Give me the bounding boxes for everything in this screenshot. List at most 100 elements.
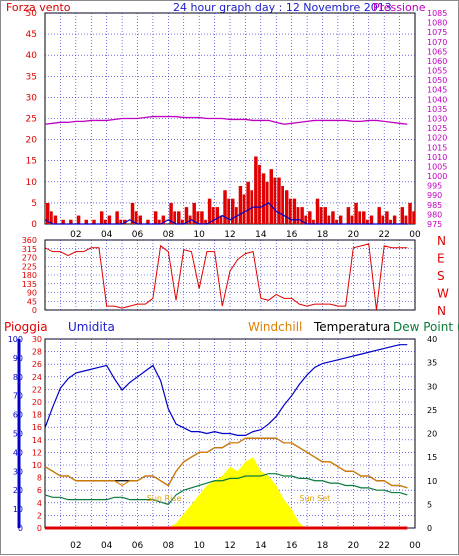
pressure-tick-label: 1015 bbox=[427, 143, 447, 152]
x-tick-label-bottom: 16 bbox=[286, 541, 298, 551]
pressure-tick-label: 1055 bbox=[427, 67, 447, 76]
wind-bar bbox=[412, 211, 416, 224]
pressure-tick-label: 985 bbox=[427, 201, 442, 210]
sunset-label: Sun Set bbox=[299, 494, 330, 503]
wind-bar bbox=[323, 207, 327, 224]
wind-bar bbox=[103, 219, 107, 224]
rain-tick-label: 14 bbox=[32, 436, 42, 445]
wind-bar bbox=[404, 215, 408, 224]
rain-tick-label: 0 bbox=[37, 524, 42, 533]
compass-label: W bbox=[437, 287, 449, 301]
wind-bar bbox=[177, 211, 181, 224]
wind-bar bbox=[377, 207, 381, 224]
wind-bar bbox=[242, 194, 246, 224]
temp-tick-label: 35 bbox=[427, 359, 437, 368]
wind-bar bbox=[153, 211, 158, 224]
rain-tick-label: 26 bbox=[32, 360, 42, 369]
humidity-tick-label: 70 bbox=[13, 392, 23, 401]
rain-label: Pioggia bbox=[4, 320, 48, 334]
pressure-tick-label: 980 bbox=[427, 210, 442, 219]
wind-bar bbox=[107, 215, 112, 224]
wind-bar bbox=[354, 202, 358, 224]
wind-bar bbox=[281, 186, 284, 224]
rain-tick-label: 10 bbox=[32, 461, 42, 470]
x-tick-label-top: 22 bbox=[378, 230, 389, 240]
x-tick-label-top: 12 bbox=[224, 230, 235, 240]
direction-tick-label: 90 bbox=[27, 289, 37, 298]
pressure-tick-label: 1065 bbox=[427, 47, 447, 56]
wind-bar bbox=[331, 211, 335, 224]
pressure-tick-label: 1030 bbox=[427, 115, 447, 124]
temp-tick-label: 10 bbox=[427, 477, 437, 486]
wind-bar bbox=[53, 215, 58, 224]
solar-area bbox=[45, 457, 408, 528]
series-dew-point bbox=[44, 473, 408, 506]
compass-label: E bbox=[437, 252, 445, 266]
wind-bar bbox=[115, 211, 119, 224]
wind-bar bbox=[138, 215, 142, 224]
humidity-tick-label: 10 bbox=[13, 505, 23, 514]
wind-bar bbox=[192, 202, 196, 224]
humidity-tick-label: 50 bbox=[13, 430, 23, 439]
series-umidita bbox=[44, 344, 408, 436]
pressure-tick-label: 990 bbox=[427, 191, 442, 200]
wind-bar bbox=[157, 219, 161, 224]
wind-bar bbox=[392, 215, 397, 224]
humidity-label: Umidita bbox=[68, 320, 115, 334]
direction-tick-label: 135 bbox=[22, 280, 37, 289]
humidity-tick-label: 30 bbox=[13, 467, 23, 476]
wind-tick-label: 0 bbox=[31, 220, 37, 230]
wind-bar bbox=[315, 198, 320, 224]
temp-tick-label: 40 bbox=[427, 335, 437, 344]
wind-bar bbox=[296, 207, 300, 224]
rain-tick-label: 24 bbox=[32, 373, 42, 382]
direction-tick-label: 180 bbox=[22, 271, 37, 280]
pressure-tick-label: 1000 bbox=[427, 172, 447, 181]
temp-tick-label: 0 bbox=[427, 524, 432, 533]
compass-label: N bbox=[437, 304, 446, 318]
x-tick-label-top: 06 bbox=[132, 230, 144, 240]
wind-bar bbox=[284, 190, 289, 224]
wind-bar bbox=[335, 219, 338, 224]
wind-tick-label: 15 bbox=[26, 157, 37, 167]
wind-bar bbox=[181, 219, 184, 224]
wind-bar bbox=[234, 207, 238, 224]
wind-bar bbox=[161, 215, 166, 224]
wind-bar bbox=[277, 177, 281, 224]
wind-bar bbox=[76, 215, 81, 224]
x-tick-label-top: 10 bbox=[193, 230, 205, 240]
humidity-tick-label: 60 bbox=[13, 411, 23, 420]
x-tick-label-bottom: 12 bbox=[224, 541, 235, 551]
wind-bar bbox=[223, 190, 227, 224]
wind-bar bbox=[231, 198, 235, 224]
direction-tick-label: 360 bbox=[22, 236, 37, 245]
pressure-line bbox=[44, 115, 408, 125]
x-tick-label-bottom: 06 bbox=[132, 541, 144, 551]
wind-bar bbox=[61, 219, 65, 224]
wind-bar bbox=[134, 211, 138, 224]
x-tick-label-top: 00 bbox=[409, 230, 421, 240]
sunrise-label: Sun Rise bbox=[147, 494, 182, 503]
rain-tick-label: 20 bbox=[32, 398, 42, 407]
x-tick-label-top: 02 bbox=[70, 230, 81, 240]
rain-tick-label: 18 bbox=[32, 411, 42, 420]
rain-tick-label: 8 bbox=[37, 474, 42, 483]
direction-line bbox=[44, 243, 408, 311]
wind-bar bbox=[292, 198, 297, 224]
wind-bar bbox=[84, 219, 89, 224]
direction-panel-frame bbox=[44, 239, 416, 311]
temperature-label: Temperatura bbox=[314, 320, 391, 334]
wind-bar bbox=[358, 211, 362, 224]
pressure-tick-label: 1010 bbox=[427, 153, 447, 162]
gust-line bbox=[44, 202, 408, 225]
wind-bar bbox=[366, 219, 369, 224]
rain-tick-label: 12 bbox=[32, 448, 42, 457]
wind-bar bbox=[250, 190, 254, 224]
wind-bar bbox=[211, 207, 215, 224]
pressure-tick-label: 1050 bbox=[427, 76, 447, 85]
wind-bar bbox=[269, 169, 274, 224]
wind-tick-label: 50 bbox=[26, 9, 38, 19]
humidity-tick-label: 100 bbox=[8, 335, 23, 344]
pressure-tick-label: 1085 bbox=[427, 9, 447, 18]
temp-tick-label: 30 bbox=[427, 382, 437, 391]
